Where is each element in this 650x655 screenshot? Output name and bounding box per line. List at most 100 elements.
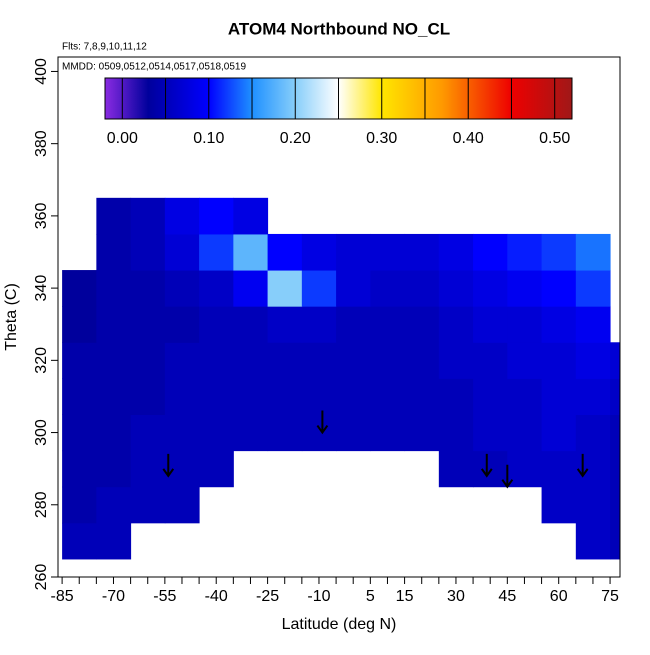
heat-cell <box>164 486 200 524</box>
y-tick-label: 320 <box>33 347 50 374</box>
heat-cell <box>199 233 234 271</box>
heat-cell <box>507 270 543 307</box>
heat-cell <box>438 270 474 307</box>
heat-cell <box>541 378 577 415</box>
heat-cell <box>233 270 269 307</box>
heat-cell <box>438 378 474 415</box>
heat-cell <box>610 486 620 524</box>
arrow <box>501 464 514 489</box>
heat-cell <box>301 233 337 271</box>
heat-cell <box>370 306 406 343</box>
heat-cell <box>233 414 269 452</box>
colorbar-tick-label: 0.00 <box>107 130 138 147</box>
arrow <box>316 410 329 435</box>
x-tick-label: -25 <box>256 588 279 605</box>
heat-cell <box>199 306 234 343</box>
x-tick-label: 75 <box>601 588 619 605</box>
heat-cell <box>541 414 577 452</box>
heat-cell <box>370 270 406 307</box>
heat-cell <box>336 270 371 307</box>
heat-cell <box>267 233 303 271</box>
heat-cell <box>267 378 303 415</box>
arrow <box>162 453 175 478</box>
heat-cell <box>507 414 543 452</box>
heat-cell <box>130 450 166 488</box>
x-tick-label: 30 <box>447 588 465 605</box>
y-tick-label: 300 <box>33 419 50 446</box>
heat-cell <box>473 306 508 343</box>
heat-cell <box>164 414 200 452</box>
heat-cell <box>541 233 577 271</box>
heat-cell <box>404 270 440 307</box>
heat-cell <box>336 342 371 379</box>
heat-cell <box>164 378 200 415</box>
x-tick-label: 15 <box>396 588 414 605</box>
heat-cell <box>575 414 611 452</box>
heat-cell <box>130 306 166 343</box>
heat-cell <box>130 270 166 307</box>
heat-cell <box>575 450 611 488</box>
heat-cell <box>370 414 406 452</box>
heat-cell <box>473 342 508 379</box>
heat-cell <box>610 342 620 379</box>
heat-cell <box>404 378 440 415</box>
heat-cell <box>164 450 200 488</box>
heat-cell <box>199 197 234 235</box>
heat-cell <box>473 414 508 452</box>
heat-cell <box>541 342 577 379</box>
heat-cell <box>473 233 508 271</box>
heat-cell <box>438 233 474 271</box>
heat-cell <box>575 306 611 343</box>
heat-cell <box>164 306 200 343</box>
heat-cell <box>199 378 234 415</box>
heat-cell <box>164 233 200 271</box>
heat-cell <box>130 342 166 379</box>
heat-cell <box>507 233 543 271</box>
x-tick-label: -55 <box>153 588 176 605</box>
x-tick-label: -40 <box>205 588 228 605</box>
heat-cell <box>233 197 269 235</box>
x-tick-label: 60 <box>550 588 568 605</box>
y-tick-label: 360 <box>33 202 50 229</box>
heat-cell <box>96 522 132 560</box>
heat-cell <box>438 306 474 343</box>
heat-cell <box>301 342 337 379</box>
arrow <box>576 453 589 478</box>
heat-cell <box>62 522 97 560</box>
x-tick-label: -10 <box>307 588 330 605</box>
heat-cell <box>336 414 371 452</box>
heat-cell <box>62 450 97 488</box>
heat-cell <box>267 270 303 307</box>
heat-cell <box>96 270 132 307</box>
heat-cell <box>199 450 234 488</box>
heat-cell <box>96 306 132 343</box>
heat-cell <box>541 450 577 488</box>
heat-cell <box>130 414 166 452</box>
heat-cell <box>301 270 337 307</box>
heat-cell <box>370 342 406 379</box>
colorbar-tick-label: 0.10 <box>193 130 224 147</box>
heat-cell <box>336 306 371 343</box>
heat-cell <box>541 306 577 343</box>
heat-cell <box>301 378 337 415</box>
heat-cell <box>507 450 543 488</box>
heat-cell <box>62 342 97 379</box>
heat-cell <box>507 378 543 415</box>
x-tick-label: -70 <box>102 588 125 605</box>
heat-cell <box>62 378 97 415</box>
heat-cell <box>575 233 611 271</box>
heat-cell <box>62 270 97 307</box>
y-tick-label: 380 <box>33 130 50 157</box>
y-tick-label: 280 <box>33 491 50 518</box>
heat-cell <box>370 378 406 415</box>
heat-cell <box>473 270 508 307</box>
x-tick-label: -85 <box>51 588 74 605</box>
heat-cell <box>96 414 132 452</box>
heat-cell <box>130 233 166 271</box>
y-axis-label: Theta (C) <box>3 283 20 351</box>
heat-cell <box>233 306 269 343</box>
colorbar-tick-label: 0.40 <box>453 130 484 147</box>
heat-cell <box>438 342 474 379</box>
heat-cell <box>62 306 97 343</box>
